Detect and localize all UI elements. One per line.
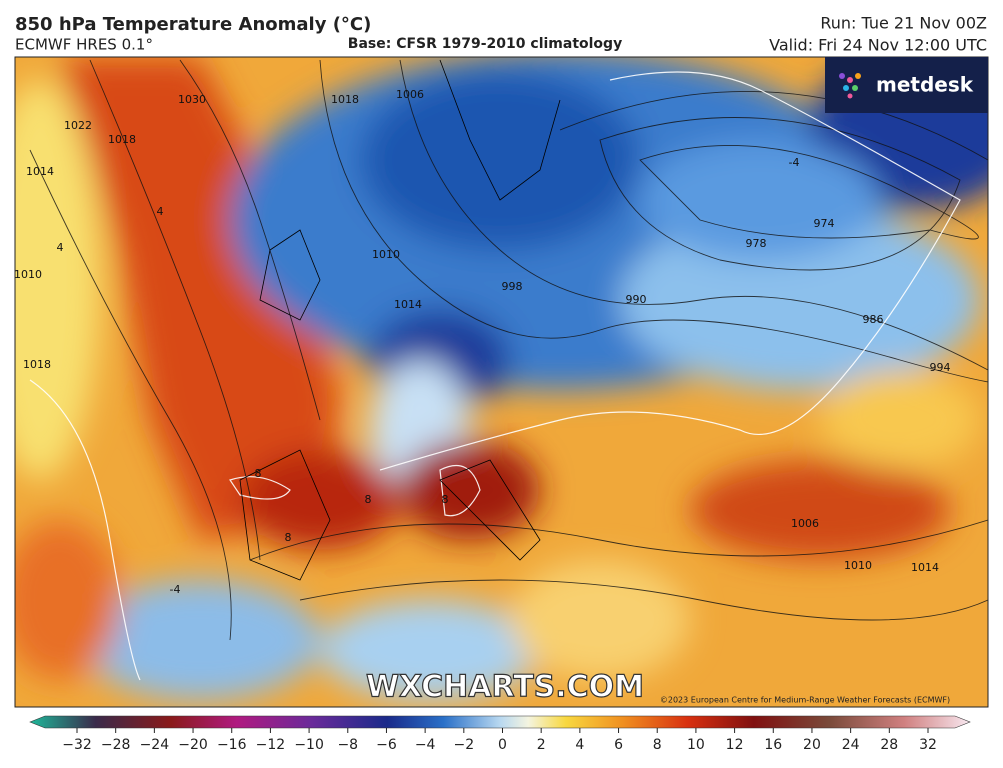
contour-label: 1006 — [791, 517, 819, 530]
contour-label: 8 — [285, 531, 292, 544]
contour-label: 1018 — [108, 133, 136, 146]
valid: Valid: Fri 24 Nov 12:00 UTC — [769, 36, 987, 55]
colorbar-tick-label: −8 — [337, 737, 358, 753]
run: Run: Tue 21 Nov 00Z — [820, 14, 987, 33]
contour-label: 974 — [814, 217, 835, 230]
colorbar-tick-label: 32 — [919, 737, 937, 753]
colorbar-tick-label: 20 — [803, 737, 821, 753]
title: 850 hPa Temperature Anomaly (°C) — [15, 14, 371, 35]
colorbar-tick-label: 0 — [498, 737, 507, 753]
colorbar-ticks: −32 −28 −24 −20 −16 −12 −10 −8 −6 −4 −2 0 2 4 6 8 10 12 16… — [62, 728, 937, 753]
colorbar-tick-label: −28 — [101, 737, 131, 753]
colorbar-tick-label: 6 — [614, 737, 623, 753]
logo: metdesk — [876, 73, 974, 97]
contour-label: 978 — [746, 237, 767, 250]
contour-label: -4 — [170, 583, 181, 596]
contour-label: 1006 — [396, 88, 424, 101]
colorbar-tick-label: 2 — [537, 737, 546, 753]
contour-label: 1014 — [394, 298, 422, 311]
colorbar-tick-label: 16 — [764, 737, 782, 753]
colorbar-tick-label: 8 — [653, 737, 662, 753]
colorbar-tick-label: 28 — [880, 737, 898, 753]
contour-label: 8 — [365, 493, 372, 506]
logo-box — [825, 57, 988, 113]
logo-icon — [839, 73, 861, 99]
contour-labels: 1030 1022 1018 1014 1010 1018 1018 1006 1010 1014… — [14, 88, 951, 596]
colorbar-tick-label: 4 — [575, 737, 584, 753]
contour-label: 1014 — [26, 165, 54, 178]
contour-label: 4 — [157, 205, 164, 218]
colorbar-tick-label: −16 — [217, 737, 247, 753]
map-frame — [14, 56, 989, 708]
colorbar-tick-label: 24 — [842, 737, 860, 753]
contour-label: 994 — [930, 361, 951, 374]
contour-label: 4 — [57, 241, 64, 254]
contour-label: 1018 — [331, 93, 359, 106]
contour-label: 8 — [442, 493, 449, 506]
contour-label: 1030 — [178, 93, 206, 106]
contour-label: 990 — [626, 293, 647, 306]
colorbar — [29, 715, 971, 729]
colorbar-tick-label: −2 — [453, 737, 474, 753]
colorbar-tick-label: −20 — [178, 737, 208, 753]
contour-label: 1010 — [372, 248, 400, 261]
contour-label: 8 — [255, 467, 262, 480]
contour-label: 1014 — [911, 561, 939, 574]
colorbar-tick-label: −12 — [256, 737, 286, 753]
contour-label: 986 — [863, 313, 884, 326]
colorbar-tick-label: −6 — [376, 737, 397, 753]
colorbar-tick-label: −24 — [140, 737, 170, 753]
map — [15, 57, 988, 707]
watermark: WXCHARTS.COM — [366, 670, 644, 705]
contour-label: 1022 — [64, 119, 92, 132]
contour-label: 1010 — [14, 268, 42, 281]
contour-label: 1010 — [844, 559, 872, 572]
contour-label: 998 — [502, 280, 523, 293]
model: ECMWF HRES 0.1° — [15, 36, 153, 54]
colorbar-tick-label: −4 — [415, 737, 436, 753]
contour-label: -4 — [789, 156, 800, 169]
colorbar-tick-label: 10 — [687, 737, 705, 753]
colorbar-tick-label: −32 — [62, 737, 92, 753]
colorbar-tick-label: 12 — [726, 737, 744, 753]
contour-label: 1018 — [23, 358, 51, 371]
colorbar-tick-label: −10 — [294, 737, 324, 753]
base: Base: CFSR 1979-2010 climatology — [348, 36, 622, 52]
copyright: ©2023 European Centre for Medium-Range W… — [660, 696, 950, 705]
